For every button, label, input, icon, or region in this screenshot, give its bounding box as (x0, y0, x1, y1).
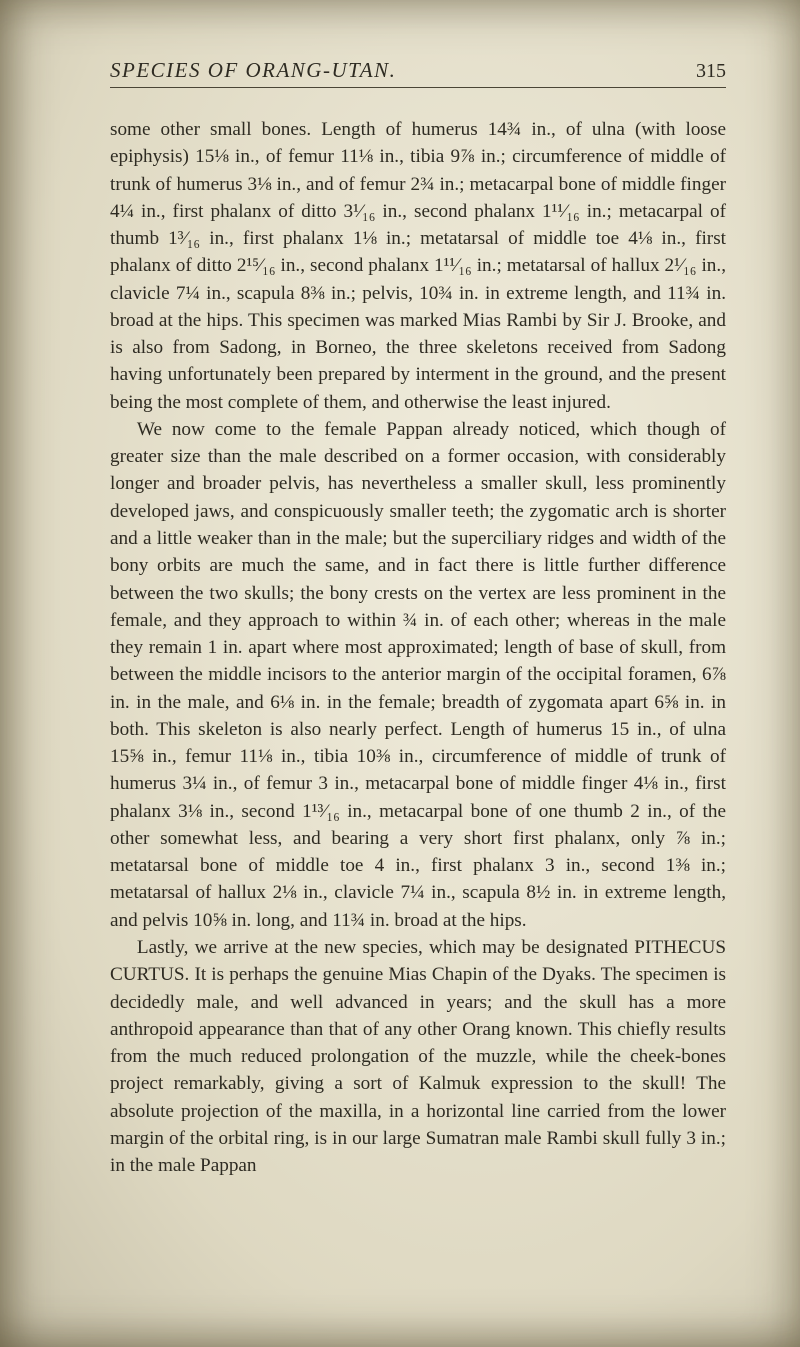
body-text: some other small bones. Length of humeru… (110, 116, 726, 1179)
running-title: SPECIES OF ORANG-UTAN. (110, 58, 396, 83)
paragraph-3: Lastly, we arrive at the new species, wh… (110, 934, 726, 1179)
running-head: SPECIES OF ORANG-UTAN. 315 (110, 58, 726, 88)
book-page: SPECIES OF ORANG-UTAN. 315 some other sm… (0, 0, 800, 1347)
paragraph-2: We now come to the female Pappan already… (110, 416, 726, 934)
page-number: 315 (696, 60, 726, 83)
paragraph-1: some other small bones. Length of humeru… (110, 116, 726, 416)
